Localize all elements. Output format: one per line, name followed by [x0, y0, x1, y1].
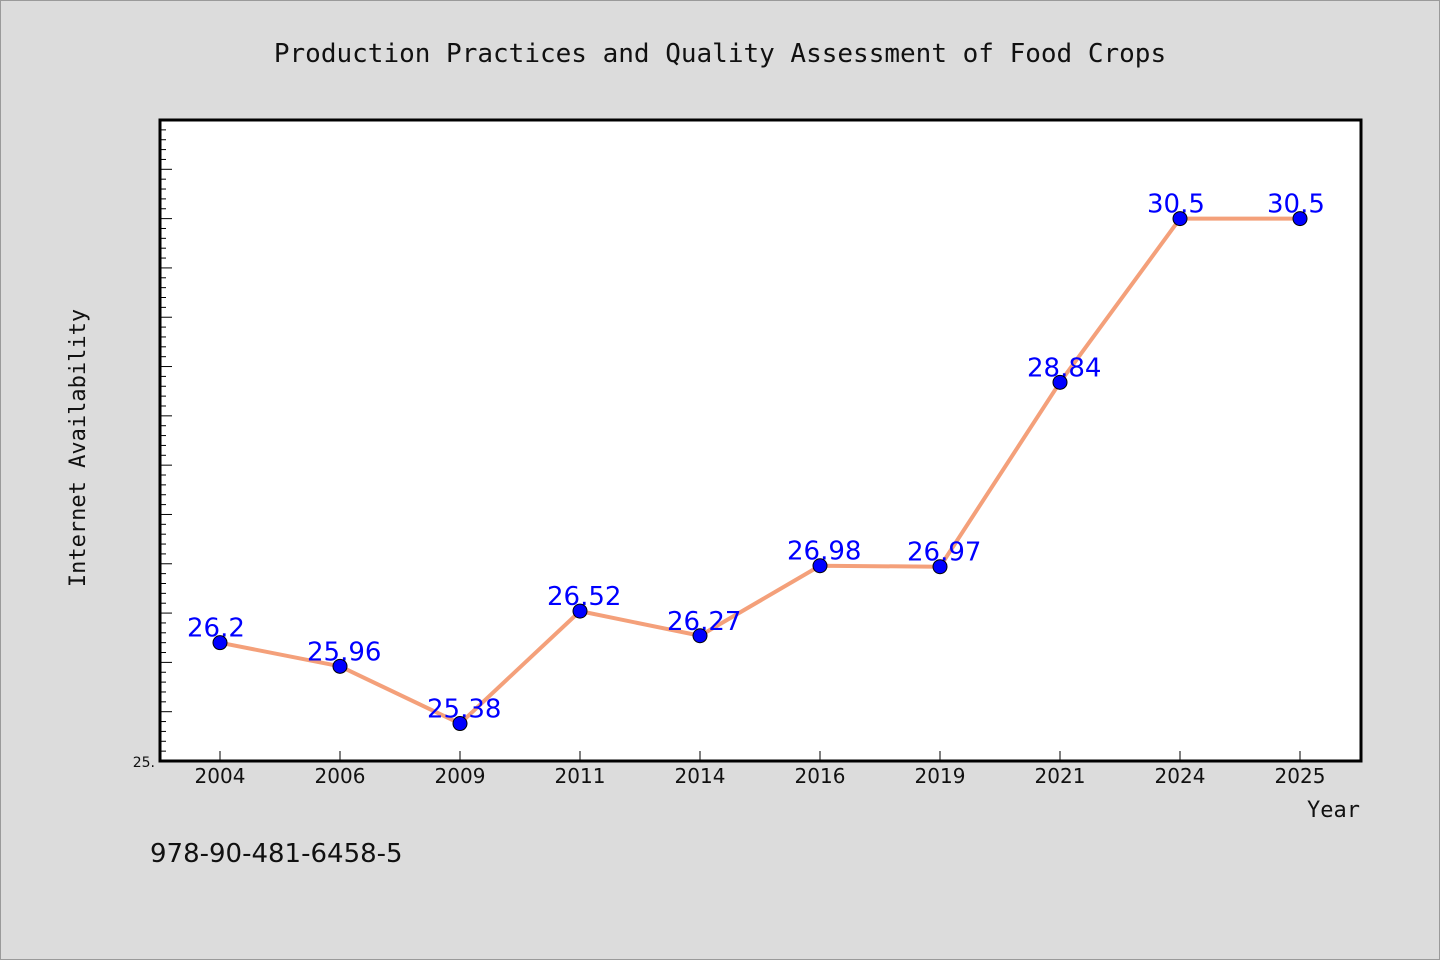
data-point [212, 635, 228, 651]
y-axis-label: Internet Availability [66, 309, 91, 587]
x-tick-label: 2004 [195, 764, 246, 788]
x-tick-label: 2011 [555, 764, 606, 788]
data-point [332, 658, 348, 674]
x-tick-label: 2014 [675, 764, 726, 788]
data-point [452, 716, 468, 732]
data-point [812, 558, 828, 574]
data-point [692, 628, 708, 644]
x-tick-label: 2019 [915, 764, 966, 788]
data-point [932, 559, 948, 575]
series-line [219, 216, 1300, 726]
x-tick-label: 2021 [1035, 764, 1086, 788]
y-axis-min-label: 25. [133, 755, 155, 771]
data-point [1172, 211, 1188, 227]
plot-area [158, 118, 1363, 763]
data-point [1292, 211, 1308, 227]
data-point [1052, 374, 1068, 390]
x-axis-ticks: 2004 2006 2009 2011 2014 2016 2019 2021 2024 2025 [195, 751, 1326, 788]
x-tick-label: 2025 [1275, 764, 1326, 788]
x-axis-label: Year [1307, 798, 1360, 823]
data-point [572, 603, 588, 619]
y-axis-ticks [160, 129, 172, 762]
x-tick-label: 2006 [315, 764, 366, 788]
isbn-caption: 978-90-481-6458-5 [150, 839, 403, 869]
x-tick-label: 2016 [795, 764, 846, 788]
x-tick-label: 2009 [435, 764, 486, 788]
x-tick-label: 2024 [1155, 764, 1206, 788]
chart-title: Production Practices and Quality Assessm… [274, 39, 1166, 69]
